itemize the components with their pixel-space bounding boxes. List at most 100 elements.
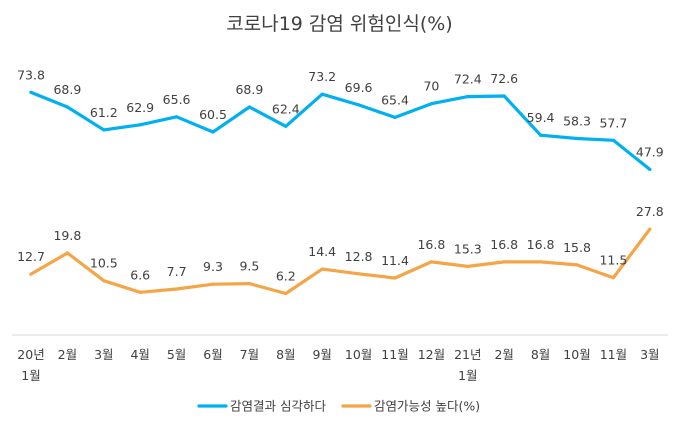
data-point bbox=[65, 105, 69, 109]
data-label: 6.2 bbox=[276, 269, 296, 284]
legend: 감염결과 심각하다 감염가능성 높다(%) bbox=[197, 399, 480, 414]
data-point bbox=[29, 90, 33, 94]
x-tick-label: 7월 bbox=[240, 347, 259, 362]
x-tick-label: 4월 bbox=[130, 347, 149, 362]
data-point bbox=[466, 264, 470, 268]
x-tick-label: 2월 bbox=[58, 347, 77, 362]
data-point bbox=[575, 263, 579, 267]
plot-area: 73.8 68.9 61.2 62.9 65.6 60.5 68.9 62.4 73.2 69.6… bbox=[17, 67, 664, 296]
data-point bbox=[138, 123, 142, 127]
data-point bbox=[539, 260, 543, 264]
data-point bbox=[65, 251, 69, 255]
x-tick-label: 1월 bbox=[458, 368, 477, 383]
x-tick-label: 3월 bbox=[640, 347, 659, 362]
data-label: 12.8 bbox=[345, 249, 373, 264]
x-tick-label: 11월 bbox=[381, 347, 408, 362]
data-point bbox=[357, 272, 361, 276]
data-label: 11.5 bbox=[599, 253, 627, 268]
data-point bbox=[502, 94, 506, 98]
data-label: 9.3 bbox=[203, 259, 223, 274]
data-point bbox=[211, 130, 215, 134]
data-point bbox=[102, 128, 106, 132]
data-label: 16.8 bbox=[417, 237, 445, 252]
data-label: 16.8 bbox=[490, 237, 518, 252]
x-tick-label: 1월 bbox=[21, 368, 40, 383]
x-tick-label: 3월 bbox=[94, 347, 113, 362]
legend-label-2: 감염가능성 높다(%) bbox=[374, 399, 480, 414]
data-label: 47.9 bbox=[636, 144, 664, 159]
data-label: 72.4 bbox=[454, 72, 482, 87]
data-point bbox=[539, 133, 543, 137]
data-point bbox=[648, 227, 652, 231]
x-tick-label: 21년 bbox=[454, 347, 481, 362]
series-line-2 bbox=[29, 227, 652, 296]
data-label: 69.6 bbox=[345, 80, 373, 95]
data-point bbox=[575, 136, 579, 141]
data-label: 58.3 bbox=[563, 114, 591, 129]
data-point bbox=[357, 103, 361, 107]
data-point bbox=[611, 138, 616, 142]
data-label: 61.2 bbox=[90, 105, 118, 120]
data-label: 19.8 bbox=[53, 228, 81, 243]
data-point bbox=[211, 282, 215, 286]
data-point bbox=[466, 95, 470, 99]
x-tick-label: 6월 bbox=[203, 347, 222, 362]
data-label: 12.7 bbox=[17, 249, 45, 264]
data-label: 27.8 bbox=[636, 204, 664, 219]
data-label: 7.7 bbox=[167, 264, 187, 279]
x-tick-label: 11월 bbox=[600, 347, 627, 362]
data-point bbox=[284, 124, 288, 128]
data-label: 62.4 bbox=[272, 101, 300, 116]
data-point bbox=[102, 279, 106, 283]
x-tick-label: 9월 bbox=[312, 347, 331, 362]
x-tick-label: 8월 bbox=[531, 347, 550, 362]
data-label: 15.8 bbox=[563, 240, 591, 255]
data-label: 57.7 bbox=[599, 115, 627, 130]
data-label: 11.4 bbox=[381, 253, 409, 268]
data-point bbox=[29, 272, 33, 276]
data-label: 72.6 bbox=[490, 71, 518, 86]
data-point bbox=[320, 92, 324, 96]
data-label: 14.4 bbox=[308, 244, 336, 259]
x-tick-label: 2월 bbox=[494, 347, 513, 362]
data-point bbox=[393, 115, 397, 119]
x-tick-label: 10월 bbox=[345, 347, 372, 362]
data-label: 65.6 bbox=[163, 92, 191, 107]
data-point bbox=[138, 290, 142, 294]
data-label: 73.8 bbox=[17, 67, 45, 82]
data-label: 10.5 bbox=[90, 256, 118, 271]
data-point bbox=[175, 287, 179, 291]
data-point bbox=[247, 105, 251, 109]
data-label: 9.5 bbox=[239, 259, 259, 274]
data-label: 60.5 bbox=[199, 107, 227, 122]
x-tick-label: 5월 bbox=[167, 347, 186, 362]
data-point bbox=[247, 282, 251, 286]
data-label: 65.4 bbox=[381, 92, 409, 107]
data-label: 68.9 bbox=[53, 82, 81, 97]
data-point bbox=[320, 267, 324, 271]
data-point bbox=[429, 102, 433, 106]
data-point bbox=[611, 276, 616, 280]
x-tick-label: 20년 bbox=[17, 347, 44, 362]
data-label: 15.3 bbox=[454, 241, 482, 256]
data-label: 6.6 bbox=[130, 267, 150, 282]
data-point bbox=[648, 167, 652, 171]
legend-label-1: 감염결과 심각하다 bbox=[230, 399, 326, 414]
x-tick-label: 8월 bbox=[276, 347, 295, 362]
x-axis-tick-labels: 20년 1월 2월 3월 4월 5월 6월 7월 8월 9월 10월 11월 12월 21년 1월 2월 8월 1… bbox=[17, 347, 659, 383]
data-label: 70 bbox=[423, 79, 439, 94]
series-line-1 bbox=[29, 90, 652, 171]
data-label: 16.8 bbox=[527, 237, 555, 252]
data-label: 59.4 bbox=[527, 110, 555, 125]
chart-title: 코로나19 감염 위험인식(%) bbox=[226, 13, 452, 35]
data-label: 68.9 bbox=[235, 82, 263, 97]
x-tick-label: 10월 bbox=[563, 347, 590, 362]
data-point bbox=[429, 260, 433, 264]
data-point bbox=[284, 291, 288, 296]
data-point bbox=[502, 260, 506, 264]
data-label: 73.2 bbox=[308, 69, 336, 84]
data-point bbox=[175, 115, 179, 119]
data-label: 62.9 bbox=[126, 100, 154, 115]
